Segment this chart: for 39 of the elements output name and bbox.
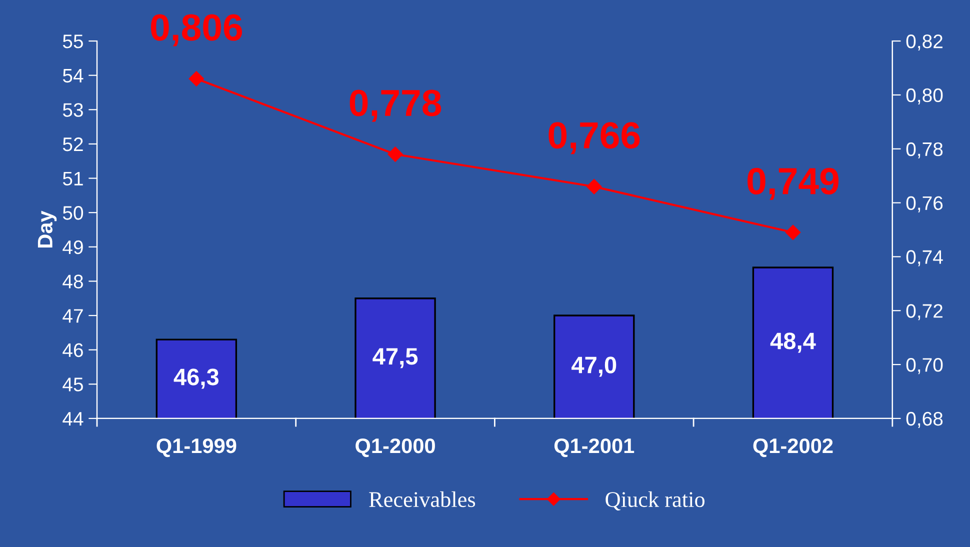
y-axis-title: Day <box>38 210 57 248</box>
y-tick-label: 46 <box>62 343 83 358</box>
legend-label: Qiuck ratio <box>606 491 704 510</box>
y2-tick-label: 0,80 <box>906 88 943 104</box>
y2-tick-label: 0,74 <box>906 250 943 266</box>
x-tick-label: Q1-2002 <box>753 438 833 458</box>
data-label: 0,766 <box>548 122 640 154</box>
y2-tick-label: 0,78 <box>906 142 943 158</box>
x-tick-label: Q1-2000 <box>356 438 435 458</box>
data-label: 46,3 <box>174 368 219 389</box>
y-tick-label: 44 <box>62 412 84 426</box>
y-tick-label: 48 <box>62 274 83 288</box>
y-tick-label: 49 <box>62 240 83 254</box>
y2-tick-label: 0,76 <box>906 196 943 212</box>
data-label: 47,5 <box>372 348 418 368</box>
y-tick-label: 52 <box>62 137 83 152</box>
y-tick-label: 45 <box>62 378 83 392</box>
y2-tick-label: 0,70 <box>906 358 943 374</box>
data-label: 47,0 <box>572 356 616 377</box>
legend-label: Receivables <box>369 491 476 508</box>
y-tick-label: 50 <box>62 206 84 220</box>
y-tick-label: 55 <box>62 34 83 48</box>
data-label: 48,4 <box>770 332 816 353</box>
data-label: 0,778 <box>350 90 442 122</box>
y-tick-label: 53 <box>62 103 83 117</box>
point <box>188 71 204 86</box>
y2-tick-label: 0,68 <box>906 412 943 428</box>
point <box>388 146 403 162</box>
point <box>785 224 801 240</box>
data-label: 0,806 <box>150 14 242 46</box>
y2-tick-label: 0,82 <box>906 34 942 51</box>
y-tick-label: 54 <box>62 69 84 83</box>
x-tick-label: Q1-2001 <box>554 438 634 458</box>
y-tick-label: 51 <box>62 172 83 186</box>
y2-tick-label: 0,72 <box>906 304 942 320</box>
y-tick-label: 47 <box>62 309 83 323</box>
x-tick-label: Q1-1999 <box>156 438 236 458</box>
point <box>586 179 602 194</box>
data-label: 0,749 <box>748 168 839 200</box>
